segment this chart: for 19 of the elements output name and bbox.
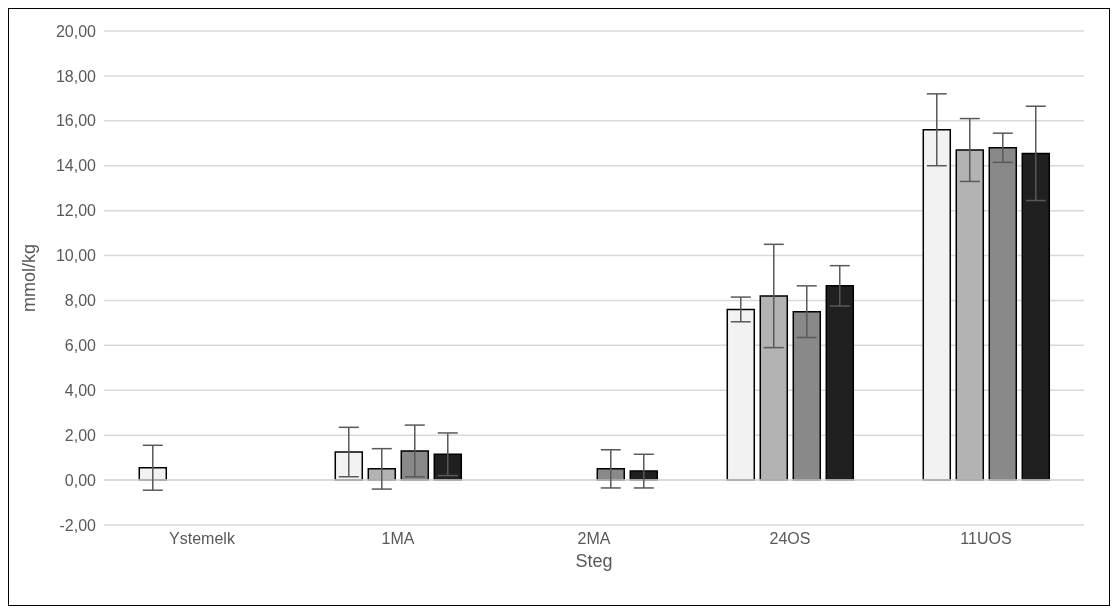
- y-tick-label: 8,00: [64, 292, 97, 310]
- y-axis-title: mmol/kg: [19, 243, 40, 313]
- x-tick-label: 1MA: [381, 530, 415, 548]
- x-tick-label: 2MA: [577, 530, 611, 548]
- y-tick-label: 16,00: [55, 112, 97, 130]
- y-tick-label: 20,00: [55, 22, 97, 40]
- y-tick-label: 12,00: [55, 202, 97, 220]
- y-tick-label: 14,00: [55, 157, 97, 175]
- y-tick-label: 2,00: [64, 426, 97, 444]
- y-tick-label: -2,00: [59, 516, 97, 534]
- y-tick-label: 10,00: [55, 247, 97, 265]
- y-tick-label: 18,00: [55, 67, 97, 85]
- y-tick-label: 4,00: [64, 381, 97, 399]
- x-tick-label: Ystemelk: [169, 530, 236, 548]
- y-tick-label: 6,00: [64, 337, 97, 355]
- x-tick-label: 24OS: [769, 530, 811, 548]
- x-tick-label: 11UOS: [960, 530, 1012, 548]
- y-tick-label: 0,00: [64, 471, 97, 489]
- x-axis-title: Steg: [575, 551, 613, 571]
